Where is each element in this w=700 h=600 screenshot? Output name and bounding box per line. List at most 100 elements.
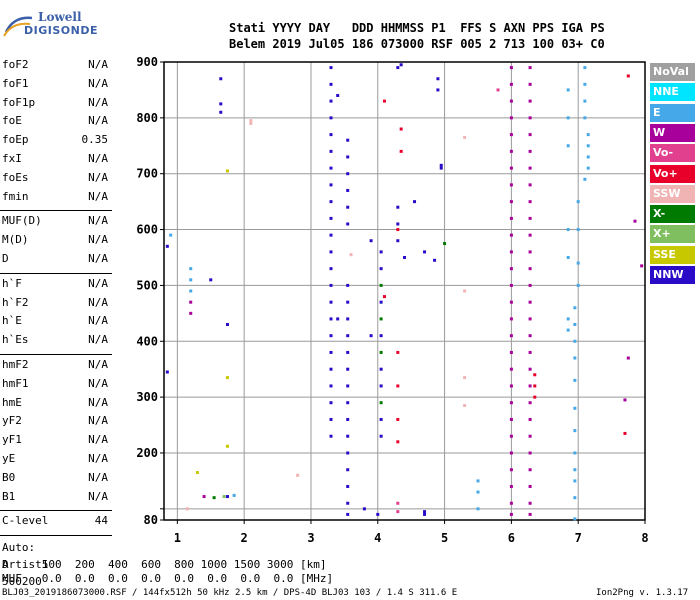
param-name: fmin [2, 189, 29, 203]
echo-point [346, 451, 350, 455]
separator-line [0, 535, 112, 537]
param-name: foF1p [2, 95, 36, 109]
param-value: N/A [88, 152, 108, 165]
echo-point [423, 250, 427, 254]
echo-point [396, 222, 400, 226]
echo-point [623, 431, 627, 435]
echo-point [509, 267, 513, 271]
echo-point [396, 440, 400, 444]
echo-point [362, 507, 366, 511]
echo-point [509, 300, 513, 304]
param-value: N/A [88, 295, 108, 309]
legend-item-nne: NNE [650, 83, 695, 102]
param-value: N/A [88, 58, 108, 71]
echo-point [528, 417, 532, 421]
echo-point [528, 149, 532, 153]
echo-point [329, 367, 333, 371]
echo-point [346, 484, 350, 488]
echo-point [509, 512, 513, 516]
echo-point [249, 119, 253, 123]
param-name: hmE [2, 395, 22, 409]
y-tick-label: 400 [136, 334, 158, 348]
param-row-params_group4-6: B0 N/A [2, 471, 110, 487]
param-name: yF1 [2, 433, 22, 447]
echo-point [379, 401, 383, 405]
echo-point [376, 512, 380, 516]
echo-point [566, 144, 570, 148]
echo-point [225, 323, 229, 327]
echo-point [329, 99, 333, 103]
echo-point [329, 434, 333, 438]
echo-point [528, 267, 532, 271]
legend-item-x: X+ [650, 225, 695, 244]
echo-point [433, 258, 437, 262]
echo-point [640, 264, 644, 268]
echo-point [195, 471, 199, 475]
echo-point [463, 135, 467, 139]
echo-point [576, 228, 580, 232]
param-name: B0 [2, 470, 16, 484]
echo-point [528, 250, 532, 254]
echo-point [379, 300, 383, 304]
legend-item-e: E [650, 103, 695, 122]
echo-point [528, 350, 532, 354]
echo-point [509, 283, 513, 287]
echo-point [225, 169, 229, 173]
echo-point [346, 334, 350, 338]
param-value: N/A [88, 395, 108, 409]
echo-point [509, 116, 513, 120]
echo-point [576, 261, 580, 265]
param-value: N/A [88, 414, 108, 428]
echo-point [576, 200, 580, 204]
echo-point [219, 77, 223, 81]
echo-point [509, 66, 513, 70]
echo-point [439, 163, 443, 167]
echo-point [509, 216, 513, 220]
echo-point [528, 484, 532, 488]
param-name: yE [2, 452, 16, 465]
echo-point [576, 283, 580, 287]
echo-point [202, 495, 206, 499]
param-value: N/A [88, 233, 108, 247]
echo-point [379, 367, 383, 371]
param-row-params_group1-0: foF2 N/A [2, 58, 110, 74]
echo-point [528, 300, 532, 304]
echo-point [225, 495, 229, 499]
echo-point [443, 242, 447, 246]
y-tick-label: 300 [136, 390, 158, 404]
echo-point [379, 283, 383, 287]
echo-point [346, 501, 350, 505]
footer-file-info: BLJ03_2019186073000.RSF / 144fx512h 50 k… [2, 588, 458, 598]
echo-point [165, 370, 169, 374]
echo-point [336, 317, 340, 321]
echo-point [399, 127, 403, 131]
echo-point [346, 172, 350, 176]
echo-point [379, 267, 383, 271]
logo-line2: DIGISONDE [24, 24, 98, 37]
param-value: N/A [88, 189, 108, 203]
autoscaling-line-1: Artist5 [2, 558, 49, 572]
header-values: Belem 2019 Jul05 186 073000 RSF 005 2 71… [229, 37, 605, 51]
echo-point [379, 350, 383, 354]
param-row-params_group3-0: h`F N/A [2, 277, 110, 293]
param-value: N/A [88, 114, 108, 128]
footer-distance-row: D 100 200 400 600 800 1000 1500 3000 [km… [2, 558, 327, 571]
legend-item-vo: Vo+ [650, 164, 695, 183]
echo-point [329, 384, 333, 388]
header-labels: Stati YYYY DAY DDD HHMMSS P1 FFS S AXN P… [229, 21, 605, 35]
param-value: N/A [88, 433, 108, 447]
echo-point [329, 166, 333, 170]
echo-point [528, 451, 532, 455]
separator-line [0, 272, 112, 274]
param-value: 0.35 [81, 133, 109, 147]
echo-point [528, 66, 532, 70]
echo-point [573, 356, 577, 360]
echo-point [189, 289, 193, 293]
echo-point [528, 116, 532, 120]
echo-point [346, 300, 350, 304]
footer-version: Ion2Png v. 1.3.17 [596, 588, 689, 598]
echo-point [346, 401, 350, 405]
echo-point [509, 484, 513, 488]
echo-point [583, 82, 587, 86]
echo-point [509, 334, 513, 338]
